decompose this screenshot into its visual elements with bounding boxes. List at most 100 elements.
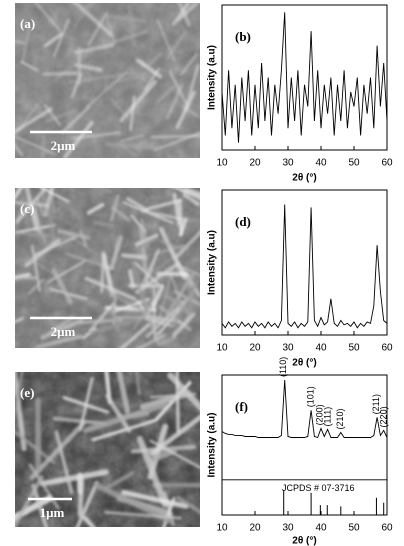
sem-image: [15, 188, 200, 348]
x-tick-label: 20: [249, 343, 261, 354]
rod: [46, 260, 86, 284]
rod: [176, 3, 200, 23]
peak-label: (101): [305, 386, 315, 407]
rod: [15, 107, 53, 134]
rod: [75, 481, 99, 527]
rod: [91, 419, 156, 442]
rod: [21, 27, 31, 64]
rod: [65, 294, 99, 306]
rod: [105, 142, 161, 150]
rod: [79, 376, 94, 432]
panel-label: (e): [20, 385, 34, 400]
x-tick-label: 10: [216, 158, 228, 169]
rod: [93, 482, 174, 524]
rod: [170, 276, 183, 306]
rod: [15, 372, 24, 419]
peak-label: (210): [335, 408, 345, 429]
panel-label: (d): [235, 214, 251, 229]
plot-frame: [221, 4, 388, 151]
scale-bar-label: 2μm: [51, 324, 76, 339]
rod: [49, 288, 88, 300]
y-axis-label: Intensity (a.u): [207, 412, 218, 477]
rod: [147, 52, 163, 67]
rod: [182, 266, 200, 276]
rod: [105, 14, 116, 43]
rod: [183, 188, 200, 197]
rod: [121, 253, 147, 260]
rod: [169, 247, 183, 271]
rod: [130, 260, 149, 313]
rod: [83, 402, 167, 434]
rod: [156, 85, 174, 104]
x-tick-label: 50: [348, 523, 360, 534]
rod: [15, 136, 56, 155]
rod: [41, 135, 45, 158]
rod: [42, 71, 78, 76]
rod: [40, 188, 70, 203]
rod: [61, 105, 91, 134]
rod: [129, 95, 136, 131]
rod: [116, 142, 137, 157]
x-tick-label: 30: [282, 343, 294, 354]
rod: [24, 188, 39, 232]
rod: [140, 390, 192, 410]
rod: [15, 21, 32, 28]
rod: [15, 143, 24, 157]
rod: [119, 134, 145, 143]
rod: [15, 201, 27, 233]
x-tick-label: 40: [315, 343, 327, 354]
rod: [139, 226, 149, 285]
rods: [15, 188, 200, 348]
rod: [171, 282, 198, 329]
rod: [175, 372, 180, 434]
rod: [43, 104, 62, 127]
rod: [89, 316, 144, 335]
panel-label: (f): [235, 399, 248, 414]
x-tick-label: 50: [348, 343, 360, 354]
rod: [109, 235, 123, 270]
x-axis-label: 2θ (°): [292, 173, 316, 184]
y-axis-label: Intensity (a.u): [207, 230, 218, 295]
x-tick-label: 40: [315, 523, 327, 534]
rod: [172, 312, 196, 338]
xrd-pattern: [221, 204, 388, 329]
rod: [15, 372, 27, 452]
rod: [15, 495, 53, 521]
rod: [15, 223, 56, 234]
rod: [79, 229, 88, 248]
rods: [15, 372, 200, 527]
x-tick-label: 60: [381, 158, 393, 169]
rod: [172, 3, 191, 26]
scale-bar-label: 2μm: [51, 138, 76, 153]
rod: [39, 469, 110, 487]
rod: [104, 511, 182, 520]
rod: [104, 471, 135, 490]
x-tick-label: 50: [348, 158, 360, 169]
scale-bar-label: 1μm: [40, 505, 65, 520]
rod: [121, 489, 189, 509]
rod: [72, 3, 93, 29]
rod: [34, 236, 76, 256]
x-tick-label: 40: [315, 158, 327, 169]
rod: [40, 318, 84, 340]
panel-label: (a): [20, 16, 35, 31]
rod: [178, 217, 188, 237]
rod: [96, 188, 112, 194]
rod: [166, 30, 187, 60]
rod: [104, 14, 147, 23]
rod: [99, 29, 149, 48]
rod: [51, 267, 73, 305]
rod: [47, 209, 57, 245]
peak-label: (110): [278, 357, 288, 377]
rod: [168, 70, 190, 109]
rod: [164, 293, 193, 316]
x-tick-label: 20: [249, 523, 261, 534]
rod: [157, 336, 177, 347]
rod: [159, 239, 182, 250]
rod: [15, 188, 24, 201]
rod: [175, 230, 200, 258]
x-tick-label: 20: [249, 158, 261, 169]
rod: [167, 372, 200, 412]
rod: [34, 3, 62, 32]
